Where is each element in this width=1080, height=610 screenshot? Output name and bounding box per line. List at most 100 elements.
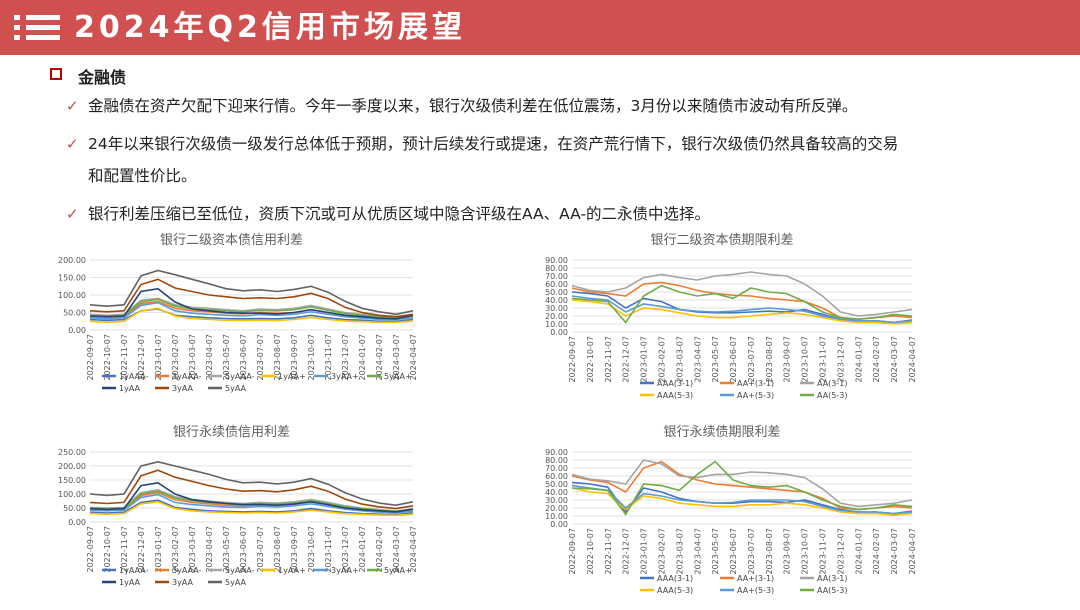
x-tick-label: 2024-01-07 [358,334,367,381]
x-tick-label: 2024-03-07 [890,336,899,383]
x-tick-label: 2022-12-07 [137,334,146,381]
x-tick-label: 2023-09-07 [783,336,792,383]
x-tick-label: 2022-11-07 [120,334,129,381]
x-tick-label: 2023-05-07 [222,334,231,381]
bullet-text: 银行利差压缩已至低位，资质下沉或可从优质区域中隐含评级在AA、AA-的二永债中选… [88,205,711,223]
x-tick-label: 2022-10-07 [103,526,112,573]
x-tick-label: 2023-04-07 [205,334,214,381]
x-tick-label: 2024-03-07 [392,526,401,573]
series-line-AA+(5-3) [571,295,913,324]
x-tick-label: 2022-11-07 [604,336,613,383]
x-tick-label: 2023-06-07 [239,334,248,381]
y-tick-label: 80.00 [545,264,568,273]
chart-title: 银行二级资本债信用利差 [160,233,303,248]
y-tick-label: 40.00 [545,488,568,497]
y-tick-label: 80.00 [545,456,568,465]
y-tick-label: 10.00 [545,512,568,521]
legend-label: 3yAA+ [331,372,359,381]
x-tick-label: 2024-02-07 [872,528,881,575]
x-tick-label: 2023-10-07 [307,334,316,381]
x-tick-label: 2022-11-07 [120,526,129,573]
y-tick-label: 150.00 [58,274,86,283]
x-tick-label: 2023-11-07 [819,528,828,575]
x-tick-label: 2023-04-07 [693,528,702,575]
x-tick-label: 2022-12-07 [622,528,631,575]
x-tick-label: 2024-03-07 [890,528,899,575]
y-tick-label: 60.00 [545,472,568,481]
x-tick-label: 2022-09-07 [86,526,95,573]
x-tick-label: 2023-08-07 [273,526,282,573]
series-line-AA(3-1) [571,271,913,317]
perpetual-term-spread-chart: 银行永续债期限利差 0.0010.0020.0030.0040.0050.0060… [545,425,917,595]
y-tick-label: 90.00 [545,448,568,457]
series-line-3yAA [89,278,414,318]
y-tick-label: 100.00 [58,490,86,499]
x-tick-label: 2023-10-07 [801,336,810,383]
series-line-3yAA+ [89,493,414,514]
y-tick-label: 200.00 [58,256,86,265]
legend-label: 5yAA [225,578,247,587]
x-tick-label: 2023-08-07 [765,528,774,575]
series-line-AAA(5-3) [571,299,913,325]
y-tick-label: 70.00 [545,464,568,473]
series-line-1yAA [89,481,414,513]
x-tick-label: 2023-06-07 [729,336,738,383]
bullet-item: ✓ 银行利差压缩已至低位，资质下沉或可从优质区域中隐含评级在AA、AA-的二永债… [66,198,711,230]
y-tick-label: 60.00 [545,280,568,289]
legend-label: AA+(3-1) [737,379,774,388]
x-tick-label: 2023-12-07 [341,334,350,381]
x-tick-label: 2022-09-07 [568,528,577,575]
page-title: 2024年Q2信用市场展望 [74,10,466,45]
perpetual-credit-spread-chart: 银行永续债信用利差 0.00 50.00 100.00 150.00 200.00 250.… [58,425,418,587]
y-tick-label: 50.00 [545,288,568,297]
tier2-term-spread-chart: 银行二级资本债期限利差 0.0010.0020.0030.0040.0050.00… [545,233,917,400]
legend-label: AAA(3-1) [657,379,693,388]
x-tick-label: 2023-01-07 [640,528,649,575]
x-tick-label: 2023-07-07 [256,334,265,381]
x-tick-label: 2024-01-07 [358,526,367,573]
y-tick-label: 250.00 [58,448,86,457]
x-tick-label: 2023-12-07 [836,528,845,575]
legend-label: 3yAAA- [172,372,202,381]
x-tick-label: 2023-08-07 [273,334,282,381]
legend-label: 1yAA [119,578,141,587]
y-tick-label: 30.00 [545,496,568,505]
menu-list-icon [14,15,60,40]
legend-label: 1yAAA- [119,372,149,381]
legend-label: AA+(5-3) [737,391,774,400]
x-tick-label: 2022-11-07 [604,528,613,575]
legend-label: AA(3-1) [817,574,847,583]
x-tick-label: 2023-02-07 [657,528,666,575]
y-tick-label: 0.00 [550,328,568,337]
x-tick-label: 2024-04-07 [409,334,418,381]
legend-label: 3yAAA- [172,566,202,575]
y-tick-label: 70.00 [545,272,568,281]
y-tick-label: 90.00 [545,256,568,265]
chart-title: 银行永续债期限利差 [663,425,780,440]
x-tick-label: 2023-10-07 [801,528,810,575]
check-icon: ✓ [66,135,79,153]
x-tick-label: 2023-05-07 [222,526,231,573]
x-tick-label: 2023-10-07 [307,526,316,573]
x-tick-label: 2022-10-07 [103,334,112,381]
x-tick-label: 2024-04-07 [908,528,917,575]
series-line-5yAA+ [89,298,414,319]
series-line-AA(5-3) [571,460,913,516]
legend-label: 3yAA [172,578,194,587]
legend-label: 1yAAA- [119,566,149,575]
y-tick-label: 0.00 [68,326,86,335]
x-tick-label: 2023-01-07 [640,336,649,383]
chart-title: 银行永续债信用利差 [173,425,290,440]
bullet-text: 金融债在资产欠配下迎来行情。今年一季度以来，银行次级债利差在低位震荡，3月份以来… [88,97,858,115]
legend-label: AA(3-1) [817,379,847,388]
bullet-item-continued: 和配置性价比。 [88,160,197,192]
x-tick-label: 2022-10-07 [586,336,595,383]
legend-label: 5yAA+ [384,372,412,381]
check-icon: ✓ [66,205,79,223]
y-tick-label: 20.00 [545,504,568,513]
series-line-1yAA [89,287,414,320]
x-tick-label: 2024-02-07 [375,334,384,381]
x-tick-label: 2024-01-07 [854,528,863,575]
legend-label: 5yAA+ [384,566,412,575]
x-tick-label: 2022-09-07 [86,334,95,381]
